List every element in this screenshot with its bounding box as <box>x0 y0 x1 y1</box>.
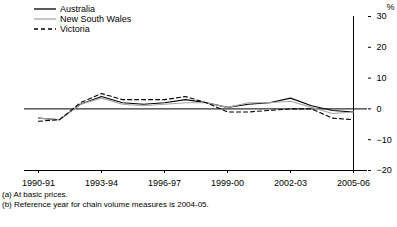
html-text:New South Wales: New South Wales <box>60 14 132 24</box>
svg-text:%: % <box>386 2 394 12</box>
svg-text:−20: −20 <box>377 165 392 175</box>
html-text:(a) At basic prices.: (a) At basic prices. <box>2 190 68 199</box>
svg-text:1990-91: 1990-91 <box>22 178 55 188</box>
svg-text:2005-06: 2005-06 <box>337 178 370 188</box>
svg-text:1996-97: 1996-97 <box>148 178 181 188</box>
svg-text:20: 20 <box>377 42 387 52</box>
html-text:Victoria: Victoria <box>60 24 90 34</box>
svg-text:10: 10 <box>377 73 387 83</box>
svg-text:2002-03: 2002-03 <box>274 178 307 188</box>
html-text:Australia: Australia <box>60 4 95 14</box>
svg-text:0: 0 <box>377 104 382 114</box>
svg-text:1999-00: 1999-00 <box>211 178 244 188</box>
svg-text:30: 30 <box>377 11 387 21</box>
svg-text:−10: −10 <box>377 135 392 145</box>
html-text:(b) Reference year for chain v: (b) Reference year for chain volume meas… <box>2 200 209 209</box>
svg-text:1993-94: 1993-94 <box>85 178 118 188</box>
